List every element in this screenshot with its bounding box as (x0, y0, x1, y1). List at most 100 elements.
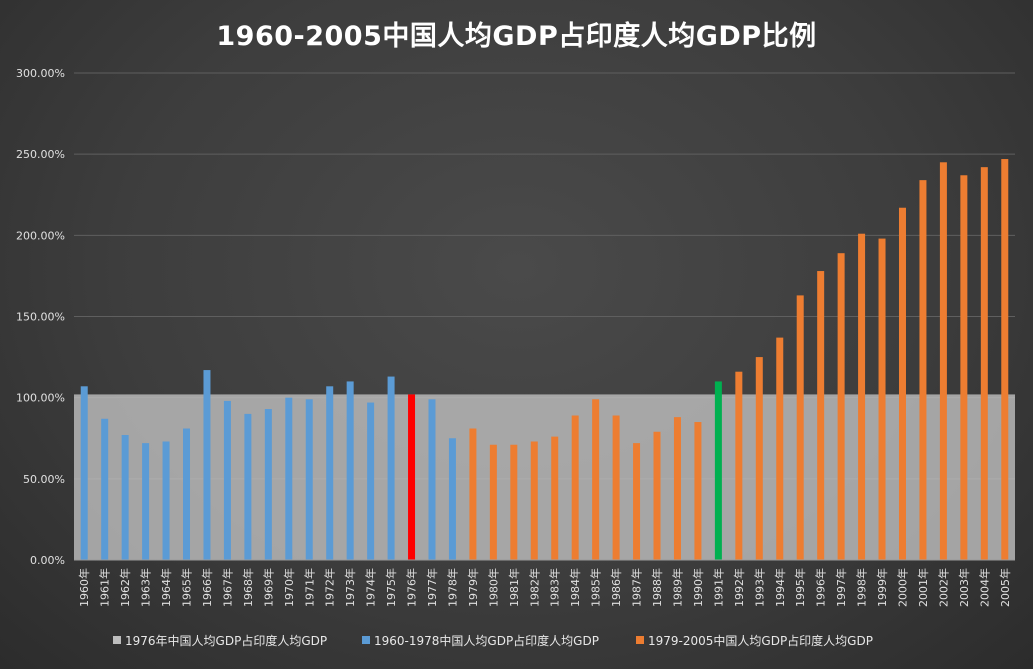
x-tick-label: 1988年 (650, 568, 664, 607)
bar (101, 418, 109, 560)
legend: 1976年中国人均GDP占印度人均GDP 1960-1978中国人均GDP占印度人… (113, 633, 873, 648)
bar (980, 167, 988, 561)
bar (633, 443, 641, 560)
bar (673, 417, 681, 560)
x-tick-label: 1990年 (691, 568, 705, 607)
x-tick-label: 1983年 (548, 568, 562, 607)
legend-swatch (636, 636, 644, 644)
bar (530, 441, 538, 560)
legend-label: 1979-2005中国人均GDP占印度人均GDP (648, 633, 873, 648)
legend-label: 1976年中国人均GDP占印度人均GDP (125, 633, 327, 648)
legend-swatch (113, 636, 121, 644)
reference-area (74, 394, 1015, 560)
x-tick-label: 1982年 (527, 568, 541, 607)
x-tick-label: 2002年 (936, 568, 950, 607)
bar (653, 431, 661, 560)
bar (162, 441, 170, 560)
bar (489, 444, 497, 560)
bar (694, 422, 702, 560)
x-tick-label: 1981年 (507, 568, 521, 607)
axes: 0.00% 50.00% 100.00% 150.00% 200.00% 250.00% 3… (16, 67, 1015, 607)
bar (408, 394, 416, 560)
legend-label: 1960-1978中国人均GDP占印度人均GDP (374, 633, 599, 648)
y-tick-label: 100.00% (16, 392, 65, 405)
x-tick-label: 1966年 (200, 568, 214, 607)
y-tick-label: 50.00% (23, 473, 65, 486)
x-tick-label: 1978年 (445, 568, 459, 607)
bar (469, 428, 477, 560)
bar (592, 399, 600, 560)
chart-title: 1960-2005中国人均GDP占印度人均GDP比例 (216, 21, 817, 52)
x-tick-label: 1971年 (302, 568, 316, 607)
x-tick-label: 1984年 (568, 568, 582, 607)
x-tick-label: 1979年 (466, 568, 480, 607)
y-tick-label: 200.00% (16, 229, 65, 242)
bar (223, 400, 231, 560)
legend-swatch (362, 636, 370, 644)
bar (551, 436, 559, 560)
bar (448, 438, 456, 560)
x-tick-label: 1989年 (670, 568, 684, 607)
bar (878, 238, 886, 560)
x-tick-label: 1974年 (364, 568, 378, 607)
bar (960, 175, 968, 560)
bar (367, 402, 375, 560)
bar (796, 295, 804, 560)
x-tick-label: 1973年 (343, 568, 357, 607)
x-tick-label: 1968年 (241, 568, 255, 607)
x-tick-label: 1964年 (159, 568, 173, 607)
bar (183, 428, 191, 560)
y-tick-label: 250.00% (16, 148, 65, 161)
x-tick-label: 2005年 (998, 568, 1012, 607)
x-tick-label: 1977年 (425, 568, 439, 607)
x-tick-label: 1993年 (752, 568, 766, 607)
x-tick-label: 1967年 (220, 568, 234, 607)
x-tick-label: 1975年 (384, 568, 398, 607)
x-tick-label: 1995年 (793, 568, 807, 607)
x-tick-label: 1987年 (630, 568, 644, 607)
bar (510, 444, 518, 560)
bar (714, 381, 722, 560)
bar (837, 253, 845, 560)
bar (776, 337, 784, 560)
bar (898, 207, 906, 560)
x-tick-label: 1969年 (261, 568, 275, 607)
bar (142, 443, 150, 560)
x-tick-label: 1963年 (139, 568, 153, 607)
x-tick-label: 1998年 (855, 568, 869, 607)
bar (919, 180, 927, 560)
x-tick-label: 1992年 (732, 568, 746, 607)
bar (817, 271, 825, 560)
x-tick-label: 2004年 (977, 568, 991, 607)
y-tick-label: 150.00% (16, 311, 65, 324)
x-tick-label: 2000年 (895, 568, 909, 607)
x-tick-label: 1976年 (405, 568, 419, 607)
bar (612, 415, 620, 560)
bar (285, 397, 293, 560)
x-tick-label: 1999年 (875, 568, 889, 607)
bar (326, 386, 334, 560)
x-tick-label: 1970年 (282, 568, 296, 607)
bar (121, 435, 129, 560)
x-tick-label: 1985年 (589, 568, 603, 607)
bar (387, 376, 395, 560)
bar (244, 413, 252, 560)
bar (346, 381, 354, 560)
x-tick-label: 2001年 (916, 568, 930, 607)
bar (264, 409, 272, 560)
x-tick-label: 1994年 (773, 568, 787, 607)
x-tick-label: 2003年 (957, 568, 971, 607)
x-tick-label: 1980年 (486, 568, 500, 607)
x-tick-label: 1972年 (323, 568, 337, 607)
bar (305, 399, 313, 560)
x-tick-label: 1962年 (118, 568, 132, 607)
x-tick-label: 1991年 (711, 568, 725, 607)
y-tick-label: 0.00% (30, 554, 65, 567)
bars (80, 159, 1009, 561)
x-tick-label: 1996年 (814, 568, 828, 607)
x-tick-label: 1986年 (609, 568, 623, 607)
bar (735, 371, 743, 560)
bar (755, 357, 763, 560)
x-tick-label: 1961年 (98, 568, 112, 607)
